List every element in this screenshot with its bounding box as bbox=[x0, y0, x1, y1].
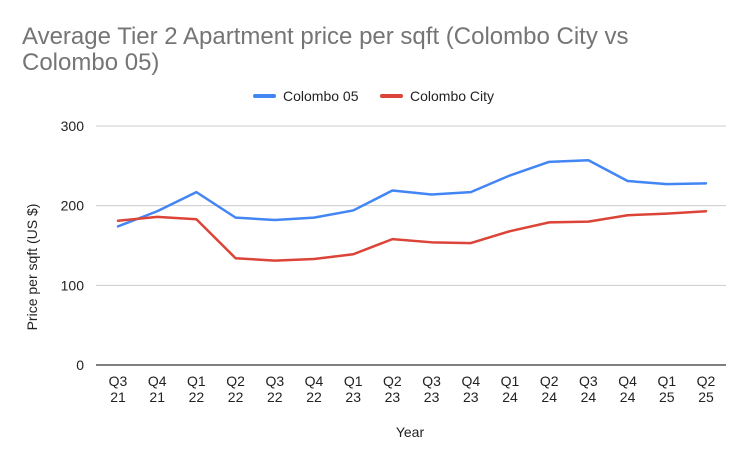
y-tick-label-300: 300 bbox=[61, 118, 85, 134]
series-line-colombo-05 bbox=[116, 159, 708, 228]
x-tick-label-year: 25 bbox=[659, 389, 675, 405]
chart-title-line-2: Colombo 05) bbox=[22, 49, 159, 76]
y-tick-label-100: 100 bbox=[61, 277, 85, 293]
x-tick-label-year: 22 bbox=[267, 389, 283, 405]
x-tick-label-quarter: Q4 bbox=[618, 373, 637, 389]
x-tick-label-year: 22 bbox=[306, 389, 322, 405]
x-tick-label-year: 23 bbox=[424, 389, 440, 405]
x-axis-ticks: Q321Q421Q122Q222Q322Q422Q123Q223Q323Q423… bbox=[109, 373, 716, 405]
legend-label-colombo-05: Colombo 05 bbox=[283, 88, 359, 104]
x-tick-label-year: 22 bbox=[189, 389, 205, 405]
x-tick-label-year: 24 bbox=[541, 389, 557, 405]
y-tick-label-0: 0 bbox=[76, 357, 84, 373]
y-tick-label-200: 200 bbox=[61, 198, 85, 214]
x-tick-label-quarter: Q2 bbox=[226, 373, 245, 389]
x-tick-label-year: 21 bbox=[149, 389, 165, 405]
x-tick-label-quarter: Q4 bbox=[461, 373, 480, 389]
x-tick-label-year: 22 bbox=[228, 389, 244, 405]
y-axis-label: Price per sqft (US $) bbox=[24, 204, 40, 331]
x-tick-label-quarter: Q2 bbox=[697, 373, 716, 389]
x-tick-label-year: 23 bbox=[385, 389, 401, 405]
x-tick-label-quarter: Q2 bbox=[540, 373, 559, 389]
x-tick-label-quarter: Q2 bbox=[383, 373, 402, 389]
x-tick-label-quarter: Q4 bbox=[305, 373, 324, 389]
x-tick-label-quarter: Q4 bbox=[148, 373, 167, 389]
y-axis-ticks: 0 100 200 300 bbox=[61, 118, 85, 373]
x-tick-label-quarter: Q1 bbox=[657, 373, 676, 389]
x-tick-label-year: 23 bbox=[345, 389, 361, 405]
x-tick-label-quarter: Q3 bbox=[109, 373, 128, 389]
x-tick-label-year: 25 bbox=[698, 389, 714, 405]
x-tick-label-year: 23 bbox=[463, 389, 479, 405]
gridlines bbox=[96, 125, 726, 366]
legend: Colombo 05 Colombo City bbox=[253, 88, 494, 104]
x-tick-label-quarter: Q1 bbox=[501, 373, 520, 389]
series-line-colombo-city bbox=[116, 209, 708, 262]
x-tick-label-quarter: Q1 bbox=[344, 373, 363, 389]
x-tick-label-year: 24 bbox=[620, 389, 636, 405]
series-group bbox=[116, 159, 708, 262]
x-tick-label-year: 21 bbox=[110, 389, 126, 405]
x-tick-label-year: 24 bbox=[581, 389, 597, 405]
x-tick-label-quarter: Q1 bbox=[187, 373, 206, 389]
x-tick-label-quarter: Q3 bbox=[265, 373, 284, 389]
legend-label-colombo-city: Colombo City bbox=[410, 88, 494, 104]
x-tick-label-year: 24 bbox=[502, 389, 518, 405]
chart-title-line-1: Average Tier 2 Apartment price per sqft … bbox=[22, 23, 628, 50]
x-tick-label-quarter: Q3 bbox=[422, 373, 441, 389]
x-tick-label-quarter: Q3 bbox=[579, 373, 598, 389]
x-axis-label: Year bbox=[396, 424, 425, 440]
